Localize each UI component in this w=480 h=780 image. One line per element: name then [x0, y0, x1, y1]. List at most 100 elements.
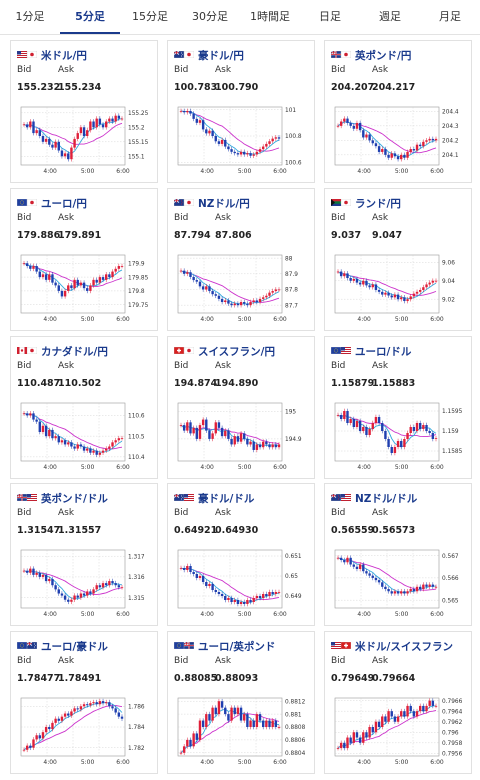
y-tick-label: 195 — [285, 409, 296, 415]
rate-card[interactable]: スイスフラン/円 Bid Ask 194.874 194.890 195 194.9 4:00… — [167, 336, 315, 479]
candle-body — [76, 595, 79, 598]
x-tick-label: 6:00 — [430, 316, 444, 323]
rate-card[interactable]: 英ポンド/ドル Bid Ask 1.31547 1.31557 1.317 1.316 1.3… — [10, 483, 158, 626]
candle-body — [261, 594, 265, 598]
pair-name[interactable]: ランド/円 — [355, 197, 401, 210]
ask-label: Ask — [58, 65, 75, 75]
pair-title[interactable]: ユーロ/円 — [17, 195, 153, 211]
pair-title[interactable]: ユーロ/英ポンド — [174, 638, 310, 654]
y-tick-label: 204.2 — [442, 139, 459, 145]
bid-value: 204.207 — [331, 82, 375, 93]
tab-4[interactable]: 1時間足 — [250, 10, 290, 23]
candle-body — [186, 566, 189, 570]
candle-body — [211, 130, 214, 136]
pair-title[interactable]: 豪ドル/円 — [174, 47, 310, 63]
rate-card[interactable]: ユーロ/豪ドル Bid Ask 1.78477 1.78491 1.786 1.784 1.7… — [10, 631, 158, 774]
candle-body — [208, 130, 211, 134]
x-tick-label: 4:00 — [43, 168, 57, 175]
bid-label: Bid — [174, 508, 189, 518]
candle-body — [377, 289, 381, 292]
candle-body — [261, 441, 265, 448]
candle-body — [217, 422, 221, 428]
tab-3[interactable]: 30分足 — [192, 10, 228, 23]
pair-title[interactable]: 英ポンド/円 — [331, 47, 467, 63]
pair-name[interactable]: ユーロ/円 — [41, 197, 87, 210]
bid-value: 0.79649 — [331, 673, 375, 684]
pair-name[interactable]: 英ポンド/円 — [355, 49, 412, 62]
pair-title[interactable]: 米ドル/スイスフラン — [331, 638, 467, 654]
candle-body — [374, 284, 378, 290]
candle-body — [86, 288, 89, 291]
rate-card[interactable]: 米ドル/円 Bid Ask 155.232 155.234 155.25 155.2 155.… — [10, 40, 158, 183]
bid-value: 100.783 — [174, 82, 218, 93]
candle-body — [374, 721, 378, 733]
price-chart: 204.4 204.3 204.2 204.1 4:00 5:00 6:00 — [334, 106, 459, 175]
pair-name[interactable]: 豪ドル/ドル — [198, 492, 255, 505]
rate-card[interactable]: ユーロ/英ポンド Bid Ask 0.88085 0.88093 0.8812 0.881 0… — [167, 631, 315, 774]
rate-card[interactable]: NZドル/ドル Bid Ask 0.56559 0.56573 0.567 0.566 0.5… — [324, 483, 472, 626]
candle-body — [179, 752, 183, 754]
candle-body — [25, 263, 29, 267]
pair-name[interactable]: 米ドル/円 — [41, 49, 87, 62]
candle-body — [227, 714, 230, 721]
pair-title[interactable]: カナダドル/円 — [17, 343, 153, 359]
rate-card[interactable]: 米ドル/スイスフラン Bid Ask 0.79649 0.79664 0.7966 0.79… — [324, 631, 472, 774]
pair-name[interactable]: スイスフラン/円 — [198, 345, 276, 358]
pair-name[interactable]: NZドル/円 — [198, 197, 250, 210]
candle-body — [41, 732, 45, 739]
pair-title[interactable]: ランド/円 — [331, 195, 467, 211]
rate-card[interactable]: 豪ドル/ドル Bid Ask 0.64921 0.64930 0.651 0.65 0.649… — [167, 483, 315, 626]
rate-card[interactable]: ユーロ/ドル Bid Ask 1.15879 1.15883 1.1595 1.159 1.1… — [324, 336, 472, 479]
rate-card[interactable]: ランド/円 Bid Ask 9.037 9.047 9.06 9.04 9.02 4:00 5:0… — [324, 188, 472, 331]
candle-body — [117, 266, 121, 269]
candle-body — [246, 153, 249, 155]
pair-name[interactable]: 米ドル/スイスフラン — [355, 640, 454, 653]
pair-name[interactable]: NZドル/ドル — [355, 492, 418, 505]
candle-body — [38, 572, 42, 577]
candle-body — [255, 444, 259, 450]
tab-0[interactable]: 1分足 — [15, 10, 45, 23]
tab-2[interactable]: 15分足 — [132, 10, 168, 23]
candle-body — [22, 749, 26, 751]
candle-body — [236, 600, 240, 604]
pair-name[interactable]: 豪ドル/円 — [198, 49, 244, 62]
candle-body — [374, 143, 378, 147]
tab-5[interactable]: 日足 — [319, 10, 341, 23]
candle-body — [32, 739, 35, 748]
pair-name[interactable]: ユーロ/ドル — [355, 345, 412, 358]
pair-title[interactable]: 英ポンド/ドル — [17, 490, 153, 506]
ask-value: 194.890 — [215, 378, 259, 389]
rate-card[interactable]: NZドル/円 Bid Ask 87.794 87.806 88 87.9 87.8 87.7 4:… — [167, 188, 315, 331]
tab-6[interactable]: 週足 — [379, 10, 401, 23]
candle-body — [412, 427, 416, 431]
pair-title[interactable]: NZドル/ドル — [331, 490, 467, 506]
candle-body — [261, 146, 265, 150]
pair-title[interactable]: 米ドル/円 — [17, 47, 153, 63]
rate-card[interactable]: ユーロ/円 Bid Ask 179.886 179.891 179.9 179.85 179.… — [10, 188, 158, 331]
candle-body — [258, 444, 262, 448]
rate-card[interactable]: 豪ドル/円 Bid Ask 100.783 100.790 101 100.8 100.6 4:… — [167, 40, 315, 183]
rate-card[interactable]: 英ポンド/円 Bid Ask 204.207 204.217 204.4 204.3 204.… — [324, 40, 472, 183]
pair-title[interactable]: スイスフラン/円 — [174, 343, 310, 359]
tab-7[interactable]: 月足 — [439, 10, 461, 23]
candle-body — [381, 291, 384, 295]
pair-name[interactable]: カナダドル/円 — [41, 345, 108, 358]
bid-label: Bid — [331, 656, 346, 666]
candle-body — [261, 297, 265, 299]
candle-body — [362, 130, 365, 138]
candle-body — [271, 138, 274, 142]
candle-body — [365, 732, 368, 738]
candle-body — [390, 295, 393, 298]
pair-title[interactable]: ユーロ/豪ドル — [17, 638, 153, 654]
candle-body — [182, 568, 186, 570]
pair-title[interactable]: 豪ドル/ドル — [174, 490, 310, 506]
pair-title[interactable]: ユーロ/ドル — [331, 343, 467, 359]
pair-name[interactable]: 英ポンド/ドル — [41, 492, 108, 505]
pair-name[interactable]: ユーロ/豪ドル — [41, 640, 108, 653]
rate-card[interactable]: カナダドル/円 Bid Ask 110.487 110.502 110.6 110.5 110… — [10, 336, 158, 479]
candle-body — [195, 574, 199, 578]
tab-1[interactable]: 5分足 — [60, 0, 120, 34]
pair-name[interactable]: ユーロ/英ポンド — [198, 640, 276, 653]
pair-title[interactable]: NZドル/円 — [174, 195, 310, 211]
moving-average-long — [180, 270, 280, 303]
